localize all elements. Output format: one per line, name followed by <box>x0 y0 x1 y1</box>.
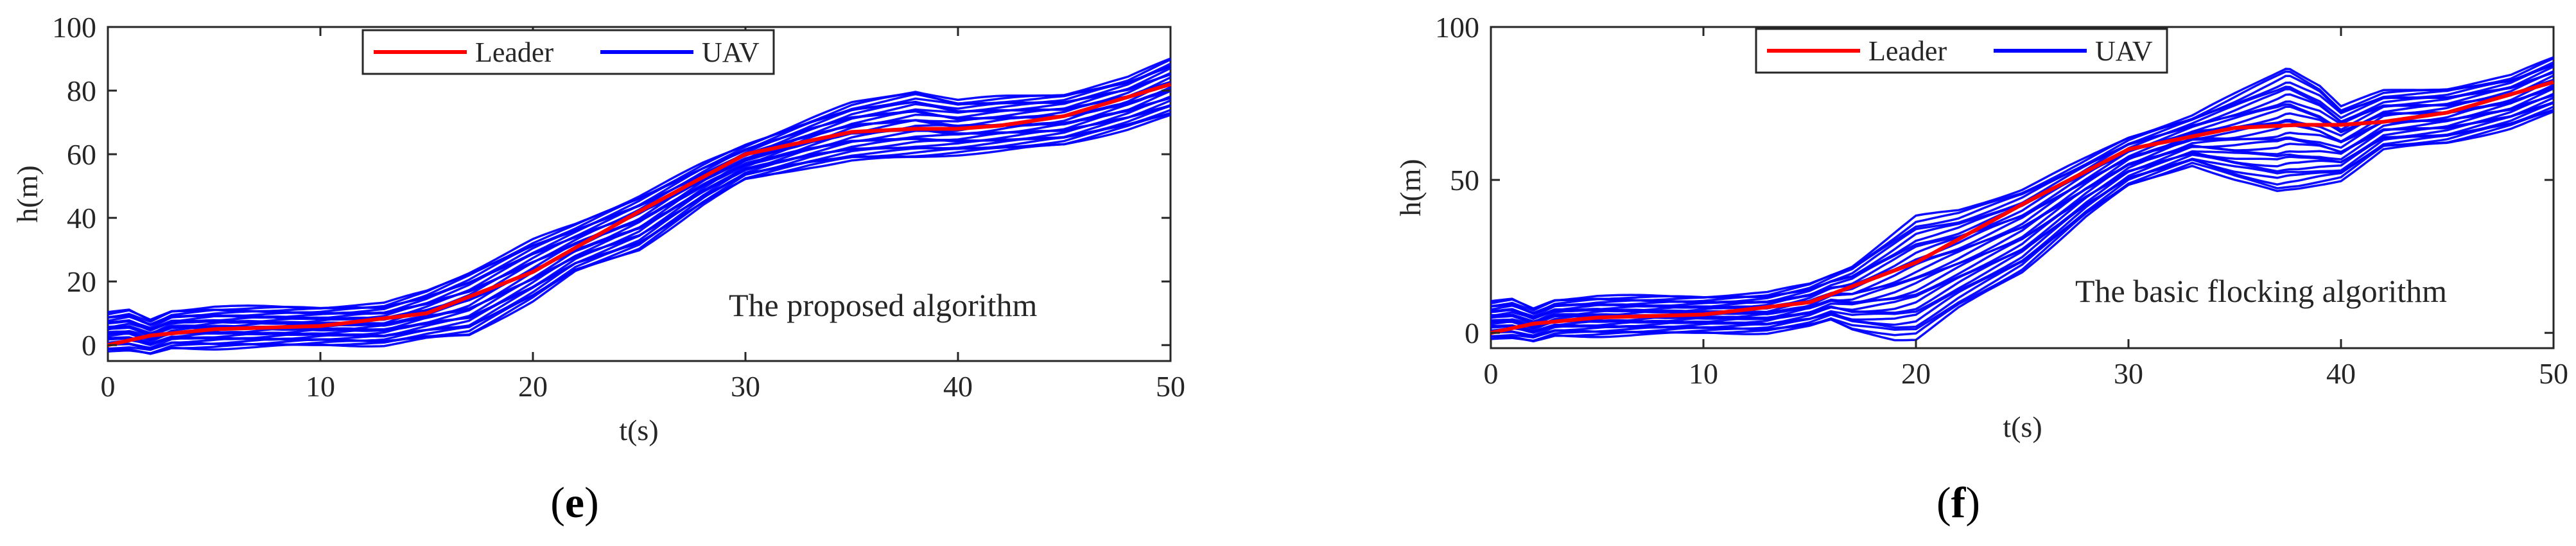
y-tick-label: 100 <box>52 11 96 44</box>
x-tick-label: 50 <box>2539 357 2568 390</box>
y-tick-label: 0 <box>1465 317 1479 349</box>
ticks-layer: 0 10 20 30 40 50 0 50 100 <box>1435 11 2568 390</box>
chart-panel-e: 0 10 20 30 40 50 0 20 40 60 80 100 t(s) h(m) The pr… <box>11 11 1185 527</box>
x-tick-label: 20 <box>518 370 548 403</box>
x-axis-label: t(s) <box>619 414 658 446</box>
x-tick-label: 0 <box>101 370 116 403</box>
uav-trajectory-line <box>1490 78 2554 323</box>
chart-panel-f: 0 10 20 30 40 50 0 50 100 t(s) h(m) The basic fl… <box>1394 11 2568 527</box>
panel-label: (f) <box>1936 478 1980 527</box>
uav-trajectory-line <box>107 57 1171 322</box>
uav-trajectory-line <box>1490 101 2554 337</box>
x-tick-label: 10 <box>306 370 335 403</box>
y-tick-label: 100 <box>1435 11 1479 44</box>
x-tick-label: 50 <box>1156 370 1185 403</box>
uav-trajectory-line <box>107 97 1171 347</box>
leader-line <box>1490 80 2554 335</box>
uav-trajectory-line <box>1490 79 2554 324</box>
x-axis-label: t(s) <box>2003 410 2042 443</box>
series-layer <box>107 57 1171 355</box>
plot-frame <box>107 26 1172 362</box>
y-tick-label: 40 <box>67 202 96 234</box>
legend: Leader UAV <box>361 29 775 75</box>
uav-trajectory-line <box>107 80 1171 335</box>
legend-label-uav: UAV <box>702 37 760 68</box>
series-layer <box>1490 56 2554 343</box>
legend-label-uav: UAV <box>2095 35 2153 67</box>
x-tick-label: 20 <box>1901 357 1931 390</box>
y-tick-label: 50 <box>1450 164 1479 197</box>
y-tick-label: 0 <box>82 329 96 362</box>
y-axis-label: h(m) <box>1394 159 1427 216</box>
x-tick-label: 40 <box>943 370 973 403</box>
x-tick-label: 40 <box>2326 357 2356 390</box>
panel-label: (e) <box>550 478 599 527</box>
y-tick-label: 80 <box>67 75 96 107</box>
legend-label-leader: Leader <box>1868 35 1947 67</box>
leader-line <box>107 82 1171 348</box>
uav-trajectory-line <box>1490 56 2554 311</box>
annotation-text: The basic flocking algorithm <box>2075 273 2447 309</box>
x-tick-label: 0 <box>1484 357 1499 390</box>
x-tick-label: 30 <box>2114 357 2143 390</box>
y-tick-label: 60 <box>67 138 96 171</box>
legend-label-leader: Leader <box>475 37 553 68</box>
y-axis-label: h(m) <box>11 165 44 222</box>
legend: Leader UAV <box>1755 28 2168 74</box>
ticks-layer: 0 10 20 30 40 50 0 20 40 60 80 100 <box>52 11 1185 403</box>
x-tick-label: 30 <box>731 370 760 403</box>
y-tick-label: 20 <box>67 265 96 298</box>
x-tick-label: 10 <box>1689 357 1718 390</box>
annotation-text: The proposed algorithm <box>729 287 1038 323</box>
plot-frame <box>1490 26 2555 349</box>
